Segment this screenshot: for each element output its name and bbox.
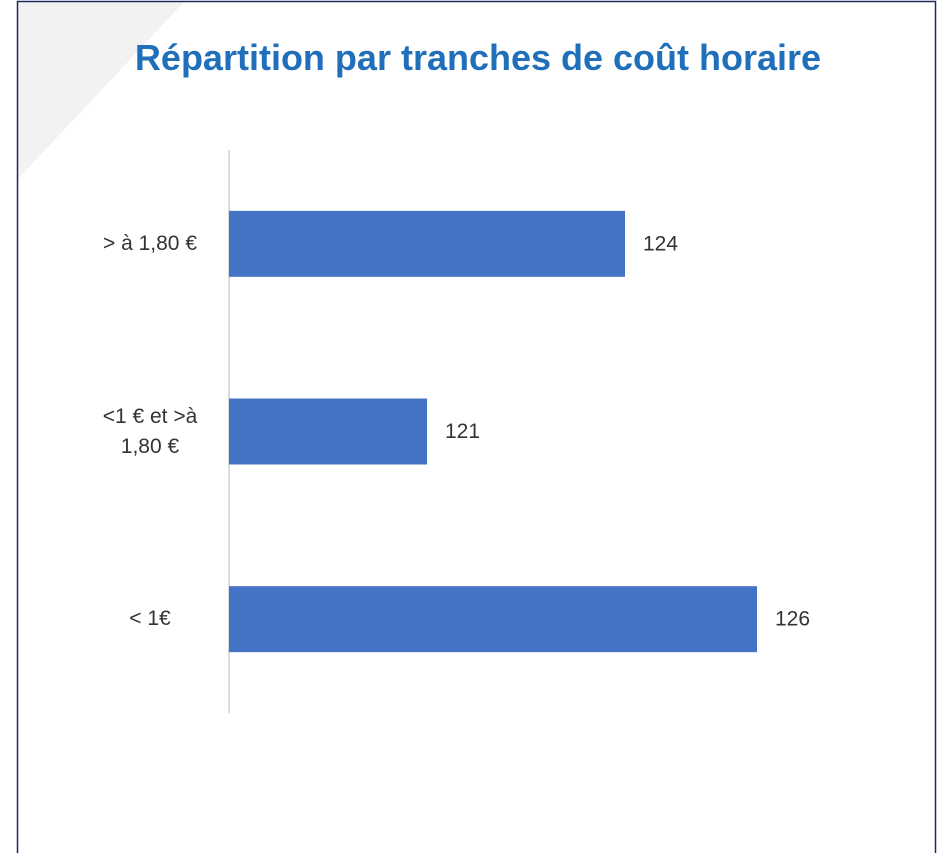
y-tick-label: > à 1,80 € [103, 231, 197, 255]
chart-title: Répartition par tranches de coût horaire [134, 37, 822, 78]
data-label: 124 [643, 232, 678, 255]
bar [229, 586, 757, 653]
corner-decoration [17, 1, 185, 180]
frame [16, 0, 937, 853]
bar [229, 398, 427, 465]
y-tick-label: < 1€ [129, 607, 171, 631]
bar [229, 210, 625, 277]
data-label: 121 [445, 420, 480, 443]
data-label: 126 [775, 608, 810, 631]
y-tick-label: <1 € et >à 1,80 € [102, 404, 198, 458]
